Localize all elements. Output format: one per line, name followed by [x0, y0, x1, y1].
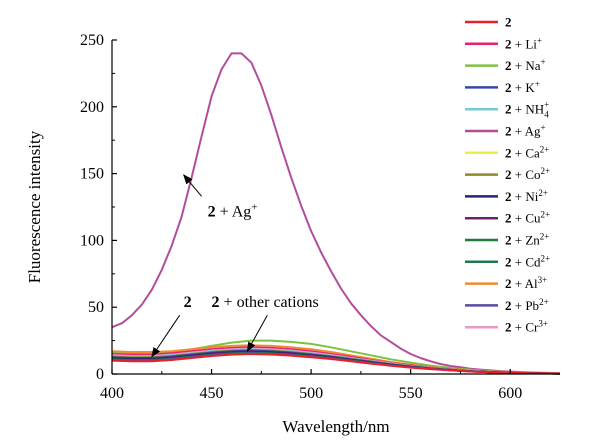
legend-label: 2 + Ca2+ — [505, 144, 549, 160]
legend-label: 2 + Pb2+ — [505, 297, 549, 313]
x-tick-label: 600 — [498, 385, 522, 402]
x-axis-title: Wavelength/nm — [282, 417, 389, 436]
axes-layer: 400 450 500 550 600 0 50 100 150 200 250 — [80, 32, 560, 402]
x-tick-label: 400 — [100, 385, 124, 402]
y-tick-label: 200 — [80, 99, 104, 116]
legend-label: 2 + Cu2+ — [505, 210, 550, 226]
x-tick-label: 550 — [399, 385, 423, 402]
legend-label: 2 + Co2+ — [505, 166, 550, 182]
x-tick-label: 500 — [299, 385, 323, 402]
y-tick-label: 0 — [96, 366, 104, 383]
y-tick-label: 250 — [80, 32, 104, 49]
legend: 2 2 + Li+ 2 + Na+ 2 + K+ 2 + NH+ 4 2 + Ag+ 2 + … — [465, 15, 550, 335]
legend-label: 2 + NH+ 4 — [505, 100, 549, 120]
y-tick-label: 150 — [80, 166, 104, 183]
y-tick-label: 100 — [80, 232, 104, 249]
annotation-label: 2 — [184, 294, 192, 311]
annotation-arrow — [151, 314, 181, 358]
series-line — [111, 52, 561, 375]
annotation-arrow — [246, 314, 268, 353]
legend-label: 2 + K+ — [505, 79, 540, 95]
series-line — [111, 353, 561, 375]
annotation-label: 2 + Ag+ — [208, 201, 258, 220]
annotation-label: 2 + other cations — [212, 294, 319, 311]
legend-label: 2 + Cr3+ — [505, 319, 548, 335]
x-tick-label: 450 — [200, 385, 224, 402]
legend-label: 2 + Al3+ — [505, 275, 547, 291]
legend-label: 2 + Ag+ — [505, 123, 546, 139]
annotation-arrow — [183, 174, 202, 197]
legend-label: 2 + Li+ — [505, 35, 542, 51]
y-axis-title: Fluorescence intensity — [25, 130, 44, 283]
y-tick-label: 50 — [88, 299, 104, 316]
series-layer — [111, 52, 561, 375]
legend-label: 2 + Cd2+ — [505, 253, 550, 269]
legend-label: 2 + Na+ — [505, 57, 546, 73]
legend-label: 2 — [505, 15, 512, 30]
legend-label: 2 + Ni2+ — [505, 188, 548, 204]
legend-label: 2 + Zn2+ — [505, 232, 549, 248]
annotation-layer: 2 + Ag+ 2 2 + other cations — [151, 174, 319, 358]
